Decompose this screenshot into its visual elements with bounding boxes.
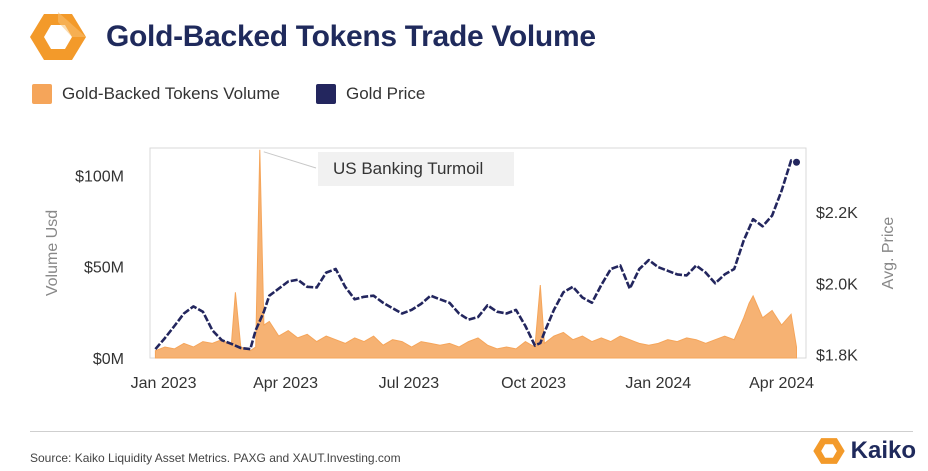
annotation-leader-line <box>263 151 317 169</box>
y-tick-label: $0M <box>93 351 124 368</box>
brand-footer: Kaiko <box>812 437 916 465</box>
x-tick-label: Jul 2023 <box>379 375 440 392</box>
header: Gold-Backed Tokens Trade Volume <box>30 12 596 62</box>
legend-item-gold-price: Gold Price <box>315 84 426 104</box>
chart-legend: Gold-Backed Tokens Volume Gold Price <box>32 84 461 104</box>
kaiko-logo-icon <box>812 438 845 464</box>
y-tick-label: $100M <box>75 168 124 185</box>
series-area-volume <box>154 149 797 359</box>
x-tick-label: Oct 2023 <box>501 375 566 392</box>
gold-price-end-point <box>793 158 801 166</box>
kaiko-logo-icon <box>30 12 86 60</box>
footer-divider <box>30 431 913 432</box>
x-tick-label: Apr 2024 <box>749 375 814 392</box>
x-tick-label: Apr 2023 <box>253 375 318 392</box>
brand-name: Kaiko <box>850 437 916 464</box>
legend-item-volume: Gold-Backed Tokens Volume <box>32 84 280 104</box>
legend-label-volume: Gold-Backed Tokens Volume <box>62 84 280 103</box>
y2-tick-label: $2.2K <box>816 205 858 222</box>
x-tick-label: Jan 2024 <box>625 375 691 392</box>
annotation-box <box>318 152 514 186</box>
legend-swatch-volume <box>32 84 52 104</box>
y-axis-label: Volume Usd <box>44 210 61 296</box>
y2-tick-label: $1.8K <box>816 347 858 364</box>
x-tick-label: Jan 2023 <box>131 375 197 392</box>
y2-tick-label: $2.0K <box>816 276 858 293</box>
legend-label-gold-price: Gold Price <box>345 84 426 103</box>
legend-swatch-gold-price <box>315 84 336 104</box>
series-line-gold-price <box>154 159 797 351</box>
y2-axis-label: Avg. Price <box>880 217 897 290</box>
source-note: Source: Kaiko Liquidity Asset Metrics. P… <box>30 451 401 465</box>
y-tick-label: $50M <box>84 260 124 277</box>
annotation-text: US Banking Turmoil <box>333 159 483 178</box>
page-title: Gold-Backed Tokens Trade Volume <box>106 20 596 53</box>
